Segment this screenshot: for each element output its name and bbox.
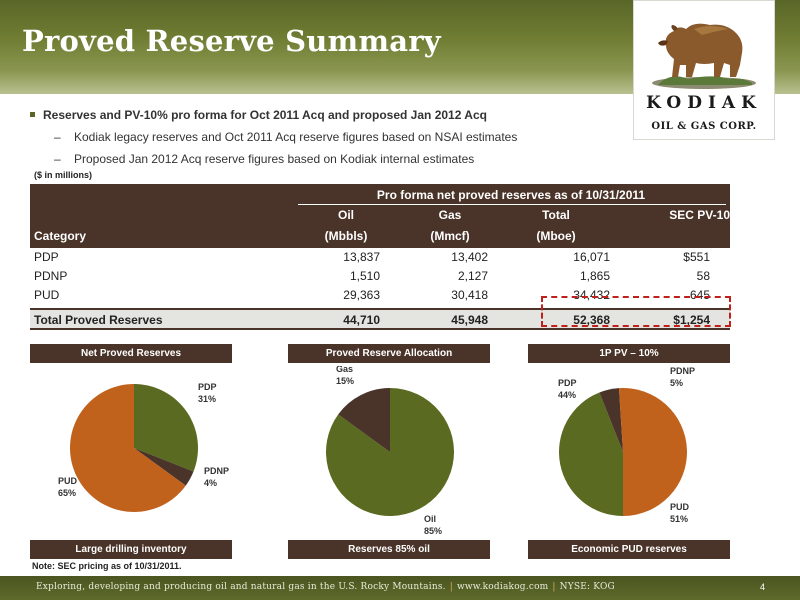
row-total: 16,071: [573, 250, 610, 264]
footer-separator: |: [552, 582, 556, 592]
table-row: PDP 13,837 13,402 16,071 $551: [30, 248, 730, 267]
chart-header-allocation: Proved Reserve Allocation: [288, 344, 490, 363]
pie-label-value: 5%: [670, 378, 683, 388]
units-note: ($ in millions): [34, 170, 93, 180]
pie-label-value: 15%: [336, 376, 354, 386]
logo-wordmark: KODIAK: [646, 93, 762, 113]
table-total-row: Total Proved Reserves 44,710 45,948 52,3…: [30, 308, 730, 330]
chart-header-net-proved: Net Proved Reserves: [30, 344, 232, 363]
pie-label-category: PDNP: [204, 466, 229, 476]
col-oil-unit: (Mbbls): [324, 229, 368, 243]
pie-label-category: PDP: [558, 378, 577, 388]
bear-icon: [652, 23, 756, 89]
pie-label-category: PDNP: [670, 366, 695, 376]
row-gas: 2,127: [457, 269, 488, 283]
highlight-box: [541, 296, 731, 327]
total-gas: 45,948: [451, 313, 488, 327]
total-category: Total Proved Reserves: [34, 313, 163, 327]
pie-slice-pdnp: [134, 448, 194, 486]
pie-label-value: 65%: [58, 488, 76, 498]
pie-slice-pdp: [134, 384, 198, 472]
pie-chart-net-proved: PDP 31% PDNP 4% PUD 65%: [58, 382, 229, 512]
chart-footer-net-proved: Large drilling inventory: [30, 540, 232, 559]
row-category: PUD: [34, 288, 60, 302]
footer-band: [0, 576, 800, 600]
row-oil: 1,510: [349, 269, 380, 283]
company-logo: KODIAK OIL & GAS CORP.: [633, 0, 775, 140]
pie-chart-pv: PDP 44% PDNP 5% PUD 51%: [558, 366, 695, 524]
bullet-sub-text: Kodiak legacy reserves and Oct 2011 Acq …: [74, 130, 518, 144]
pie-slice-pdp: [559, 392, 623, 516]
row-oil: 13,837: [343, 250, 380, 264]
page-title: Proved Reserve Summary: [22, 24, 441, 58]
pie-slice-pdnp: [599, 388, 623, 452]
total-pv10: $1,254: [673, 313, 710, 327]
pie-label-value: 85%: [424, 526, 442, 536]
pie-label-category: PDP: [198, 382, 217, 392]
col-category-header: Category: [34, 229, 87, 243]
footer-ticker: NYSE: KOG: [559, 582, 615, 592]
pie-label-category: PUD: [670, 502, 690, 512]
chart-header-pv: 1P PV – 10%: [528, 344, 730, 363]
row-oil: 29,363: [343, 288, 380, 302]
pie-label-category: PUD: [58, 476, 78, 486]
footer-separator: |: [449, 582, 453, 592]
row-pv10: 58: [696, 269, 710, 283]
table-span-rule: [298, 204, 726, 205]
chart-footer-allocation: Reserves 85% oil: [288, 540, 490, 559]
pie-slice-gas: [338, 388, 390, 452]
table-row: PUD 29,363 30,418 34,432 645: [30, 286, 730, 305]
page-number: 4: [760, 582, 766, 592]
pie-slice-pud: [69, 384, 186, 512]
col-oil-name: Oil: [337, 208, 354, 222]
bullet-square-icon: [30, 112, 35, 118]
bullet-main-text: Reserves and PV-10% pro forma for Oct 20…: [43, 108, 487, 122]
pie-label-category: Gas: [336, 366, 353, 374]
total-total: 52,368: [573, 313, 610, 327]
footnote: Note: SEC pricing as of 10/31/2011.: [32, 561, 182, 571]
logo-subtitle: OIL & GAS CORP.: [651, 121, 757, 132]
row-gas: 30,418: [451, 288, 488, 302]
col-total-name: Total: [542, 208, 570, 222]
col-pv10-name: SEC PV-10: [669, 208, 730, 222]
table-header: Pro forma net proved reserves as of 10/3…: [30, 184, 730, 248]
col-gas-name: Gas: [438, 208, 462, 222]
chart-footer-pv: Economic PUD reserves: [528, 540, 730, 559]
pie-label-category: Oil: [424, 514, 436, 524]
pie-chart-allocation: Oil 85% Gas 15%: [326, 366, 454, 536]
row-pv10: 645: [689, 288, 710, 302]
pie-label-value: 44%: [558, 390, 576, 400]
dash-icon: –: [54, 152, 61, 166]
footer-text: Exploring, developing and producing oil …: [36, 582, 615, 592]
reserves-table: Pro forma net proved reserves as of 10/3…: [30, 184, 730, 330]
col-gas-unit: (Mmcf): [430, 229, 470, 243]
row-category: PDNP: [34, 269, 68, 283]
row-total: 34,432: [573, 288, 610, 302]
row-total: 1,865: [579, 269, 610, 283]
pie-label-value: 4%: [204, 478, 217, 488]
row-category: PDP: [34, 250, 59, 264]
dash-icon: –: [54, 130, 61, 144]
bullet-sub-text: Proposed Jan 2012 Acq reserve figures ba…: [74, 152, 475, 166]
table-row: PDNP 1,510 2,127 1,865 58: [30, 267, 730, 286]
footer-tagline: Exploring, developing and producing oil …: [36, 582, 446, 592]
footer-website[interactable]: www.kodiakog.com: [456, 582, 549, 592]
bullet-sub: – Proposed Jan 2012 Acq reserve figures b…: [54, 152, 474, 166]
row-pv10: $551: [683, 250, 710, 264]
bullet-sub: – Kodiak legacy reserves and Oct 2011 Acq…: [54, 130, 517, 144]
pie-label-value: 31%: [198, 394, 216, 404]
bullet-main: Reserves and PV-10% pro forma for Oct 20…: [30, 108, 487, 122]
pie-slice-pud: [618, 388, 687, 516]
row-gas: 13,402: [451, 250, 488, 264]
table-span-title: Pro forma net proved reserves as of 10/3…: [376, 188, 646, 202]
pie-label-value: 51%: [670, 514, 688, 524]
total-oil: 44,710: [343, 313, 380, 327]
col-total-unit: (Mboe): [536, 229, 576, 243]
